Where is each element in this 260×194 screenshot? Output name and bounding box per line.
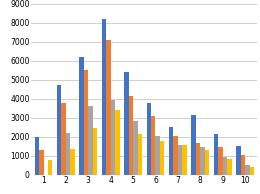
Bar <box>223 157 227 175</box>
Bar <box>84 70 88 175</box>
Bar <box>35 137 39 175</box>
Bar <box>236 146 241 175</box>
Bar <box>138 134 142 175</box>
Bar <box>151 116 155 175</box>
Bar <box>160 141 165 175</box>
Bar <box>70 149 75 175</box>
Bar <box>169 127 173 175</box>
Bar <box>218 147 223 175</box>
Bar <box>61 102 66 175</box>
Bar <box>182 145 187 175</box>
Bar <box>240 155 245 175</box>
Bar <box>227 159 232 175</box>
Bar <box>245 165 250 175</box>
Bar <box>196 143 200 175</box>
Bar <box>129 96 133 175</box>
Bar <box>93 128 97 175</box>
Bar <box>66 133 70 175</box>
Bar <box>147 103 151 175</box>
Bar <box>178 145 182 175</box>
Bar <box>48 160 53 175</box>
Bar <box>106 40 111 175</box>
Bar <box>79 57 84 175</box>
Bar <box>133 121 138 175</box>
Bar <box>173 136 178 175</box>
Bar <box>191 115 196 175</box>
Bar <box>155 136 160 175</box>
Bar <box>115 110 120 175</box>
Bar <box>205 150 209 175</box>
Bar <box>200 147 205 175</box>
Bar <box>250 167 254 175</box>
Bar <box>39 150 43 175</box>
Bar <box>124 72 129 175</box>
Bar <box>57 85 61 175</box>
Bar <box>214 134 218 175</box>
Bar <box>88 106 93 175</box>
Bar <box>111 100 115 175</box>
Bar <box>102 19 106 175</box>
